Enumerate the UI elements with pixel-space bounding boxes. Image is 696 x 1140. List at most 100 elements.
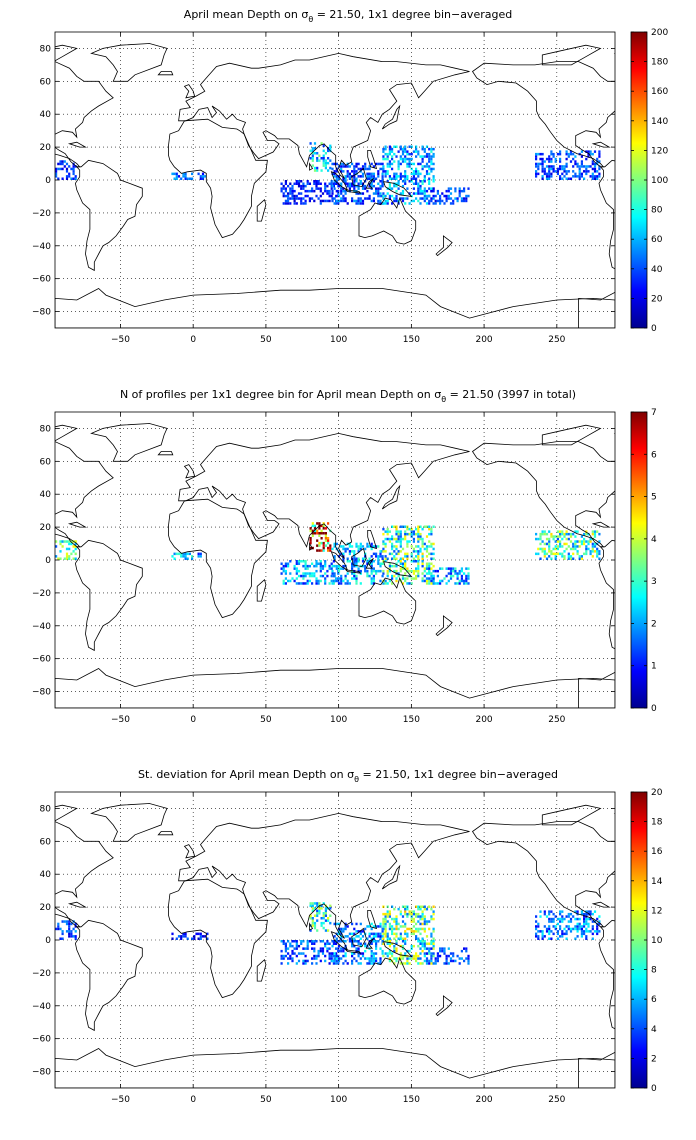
data-cell [353,557,356,560]
data-cell [388,944,391,948]
data-cell [537,537,540,541]
data-cell [415,912,418,916]
data-cell [63,540,66,543]
data-cell [359,932,362,936]
data-cell [537,925,540,928]
data-cell [417,187,420,190]
data-cell [331,199,334,203]
data-cell [432,582,435,585]
data-cell [545,537,549,541]
data-cell [593,167,597,171]
data-cell [401,192,405,195]
data-cell [309,929,312,932]
data-cell [72,927,75,931]
data-cell [404,177,407,180]
data-cell [333,555,336,558]
coastline [168,878,268,999]
data-cell [353,562,356,565]
data-cell [535,175,538,178]
data-cell [460,199,463,203]
data-cell [372,962,375,965]
data-cell [428,165,431,168]
data-cell [401,197,405,200]
data-cell [331,184,334,188]
coastline [365,558,374,569]
data-cell [419,942,422,945]
data-cell [384,172,387,176]
data-cell [291,192,294,195]
data-cell [432,202,435,205]
data-cell [556,930,559,933]
data-cell [598,922,601,926]
data-cell [406,542,409,546]
data-cell [199,177,202,180]
data-cell [337,184,341,188]
data-cell [535,537,538,541]
data-cell [359,197,362,200]
data-cell [375,935,378,938]
data-cell [291,197,294,200]
data-cell [342,189,345,193]
data-cell [395,957,398,960]
data-cell [366,177,369,180]
data-cell [417,957,420,960]
data-cell [548,172,551,176]
data-cell [417,182,420,185]
data-cell [368,947,371,950]
data-cell [596,555,599,558]
data-cell [395,940,398,943]
data-cell [561,532,564,536]
data-cell [74,552,77,556]
data-cell [329,546,332,550]
data-cell [393,545,396,548]
data-cell [428,572,431,575]
data-cell [423,567,426,570]
data-cell [372,192,375,195]
data-cell [434,582,437,585]
coastline [381,484,401,510]
data-cell [391,577,394,580]
data-cell [456,582,459,585]
data-cell [591,547,594,551]
data-cell [401,152,405,156]
data-cell [391,177,394,180]
data-cell [417,175,420,178]
data-cell [395,182,398,185]
coastline [157,451,174,456]
data-cell [331,952,334,955]
data-cell [391,155,394,158]
x-tick-label: 50 [260,1095,272,1105]
gridlines [55,412,615,708]
data-cell [317,949,320,953]
data-cell [319,569,322,573]
data-cell [417,540,420,543]
data-cell [293,197,296,200]
data-cell [404,925,407,928]
data-cell [419,957,422,960]
data-cell [572,152,575,156]
data-cell [344,550,347,553]
data-cell [297,562,301,565]
data-cell [311,562,314,565]
data-cell [293,579,296,583]
data-cell [585,530,588,533]
data-cell [401,582,405,585]
data-cell [353,187,356,190]
data-cells [55,522,601,585]
data-cell [366,175,369,178]
data-cell [404,552,407,556]
data-cell [351,162,354,166]
data-cell [329,907,332,910]
data-cell [302,202,305,205]
data-cell [357,550,360,553]
data-cell [386,527,389,531]
data-cell [589,550,592,553]
data-cell [377,569,380,573]
data-cell [335,564,338,568]
data-cell [539,930,542,933]
y-tick-label: 60 [40,77,52,87]
data-cell [375,187,378,190]
coastlines [55,423,615,708]
data-cell [404,564,407,568]
data-cell [395,540,398,543]
